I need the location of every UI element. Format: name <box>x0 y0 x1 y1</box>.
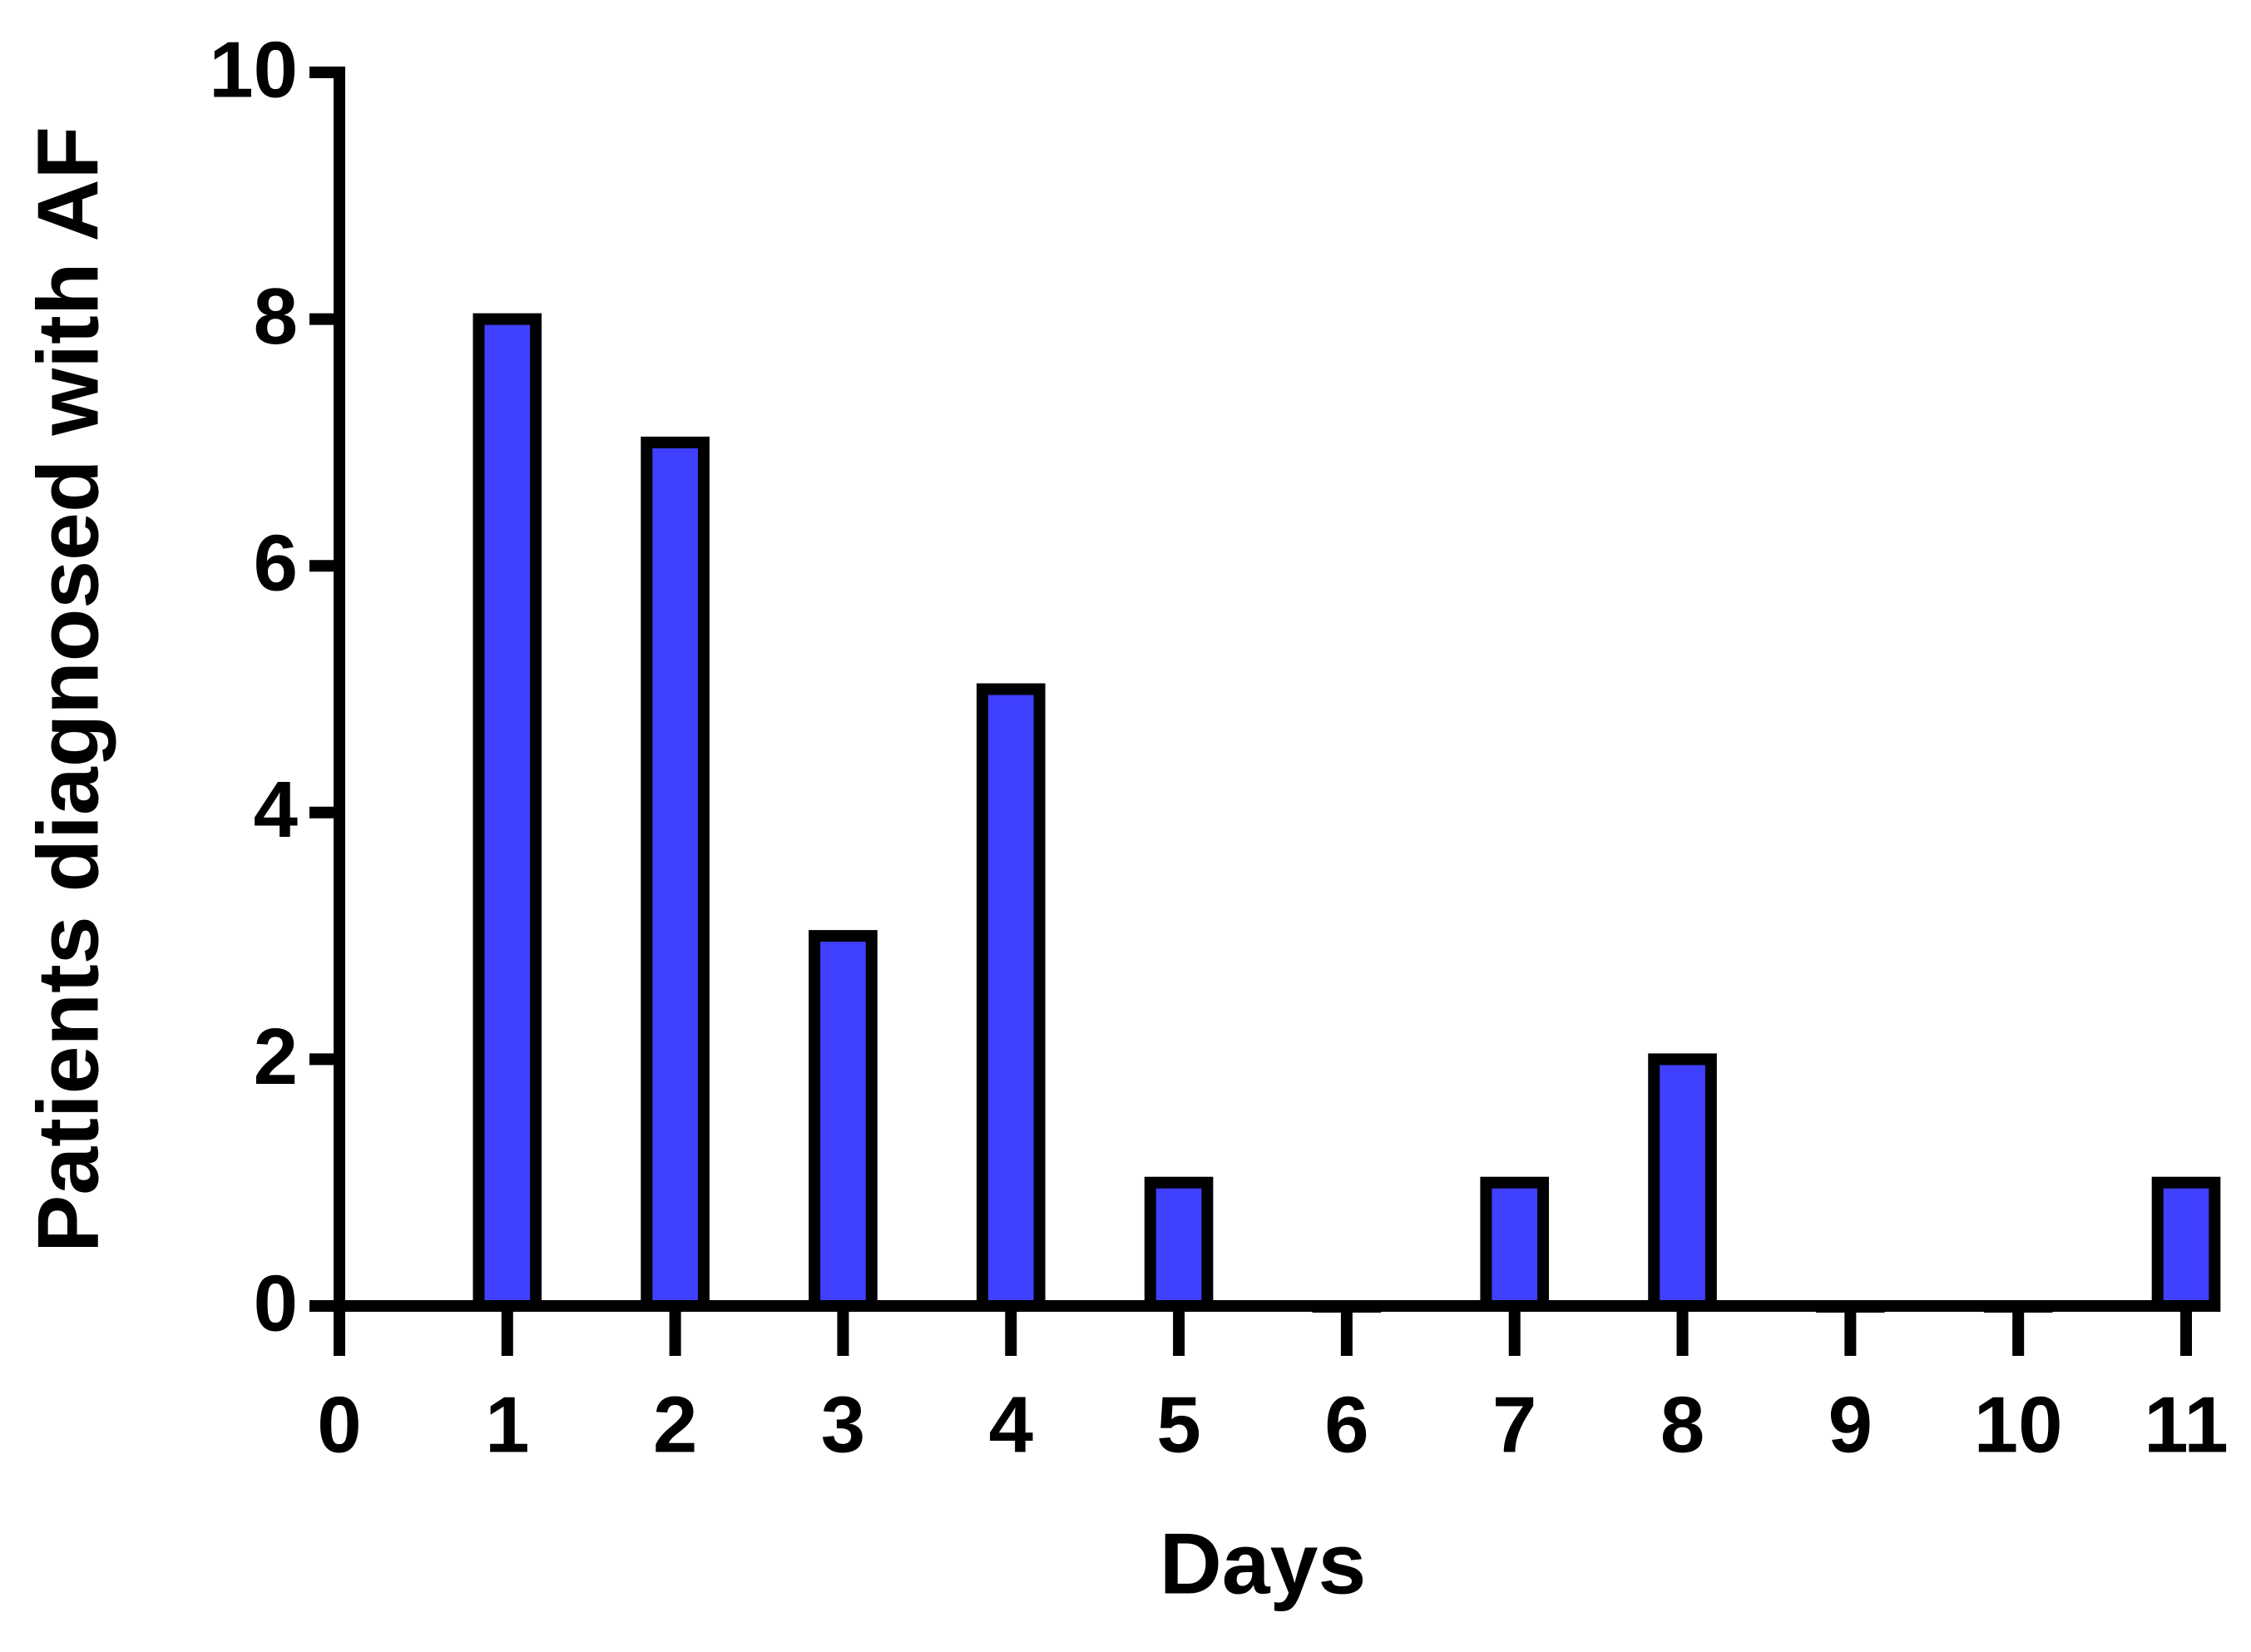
bar <box>809 930 878 1312</box>
x-tick-label: 0 <box>317 1380 361 1469</box>
x-tick-label: 6 <box>1324 1380 1368 1469</box>
x-tick-label: 2 <box>653 1380 697 1469</box>
y-tick-label: 4 <box>254 765 298 854</box>
bar <box>1144 1176 1214 1312</box>
x-tick-label: 8 <box>1660 1380 1704 1469</box>
y-tick-label: 0 <box>254 1259 298 1348</box>
x-tick-label: 3 <box>821 1380 865 1469</box>
y-tick-label: 6 <box>254 519 298 608</box>
x-tick-label: 1 <box>485 1380 529 1469</box>
bar <box>1648 1053 1717 1313</box>
x-tick-label: 9 <box>1828 1380 1873 1469</box>
x-tick-label: 11 <box>2144 1380 2228 1469</box>
bar <box>1480 1176 1550 1312</box>
y-tick-label: 10 <box>209 25 298 114</box>
bar <box>2151 1176 2221 1312</box>
bar <box>641 436 710 1312</box>
y-tick-label: 2 <box>254 1012 298 1101</box>
bar <box>472 313 542 1313</box>
x-axis-title: Days <box>1160 1516 1367 1612</box>
bar <box>976 683 1046 1312</box>
x-tick-label: 7 <box>1492 1380 1536 1469</box>
y-tick-label: 8 <box>254 272 298 361</box>
x-tick-label: 10 <box>1974 1380 2063 1469</box>
x-tick-label: 4 <box>989 1380 1033 1469</box>
x-tick-label: 5 <box>1156 1380 1200 1469</box>
y-axis-title: Patients diagnosed with AF <box>20 126 116 1253</box>
